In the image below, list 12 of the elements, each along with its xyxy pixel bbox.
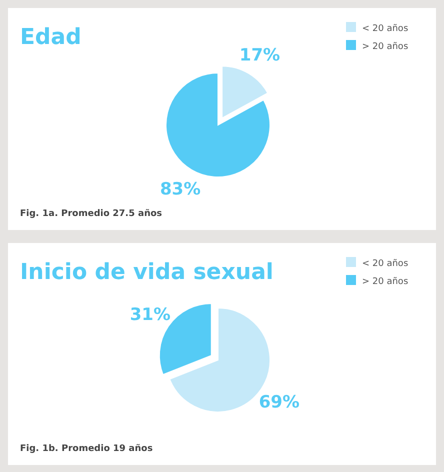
- data-label: 17%: [239, 45, 280, 66]
- caption: Fig. 1b. Promedio 19 años: [20, 444, 153, 454]
- legend-label: > 20 años: [362, 42, 408, 52]
- legend-label: > 20 años: [362, 277, 408, 287]
- legend-label: < 20 años: [362, 24, 408, 34]
- data-label: 31%: [130, 304, 171, 325]
- data-label: 83%: [160, 180, 201, 200]
- chart-title: Edad: [20, 25, 82, 50]
- caption: Fig. 1a. Promedio 27.5 años: [20, 209, 162, 219]
- data-label: 69%: [258, 392, 300, 413]
- chart-title: Inicio de vida sexual: [20, 260, 274, 285]
- legend-label: < 20 años: [362, 259, 408, 269]
